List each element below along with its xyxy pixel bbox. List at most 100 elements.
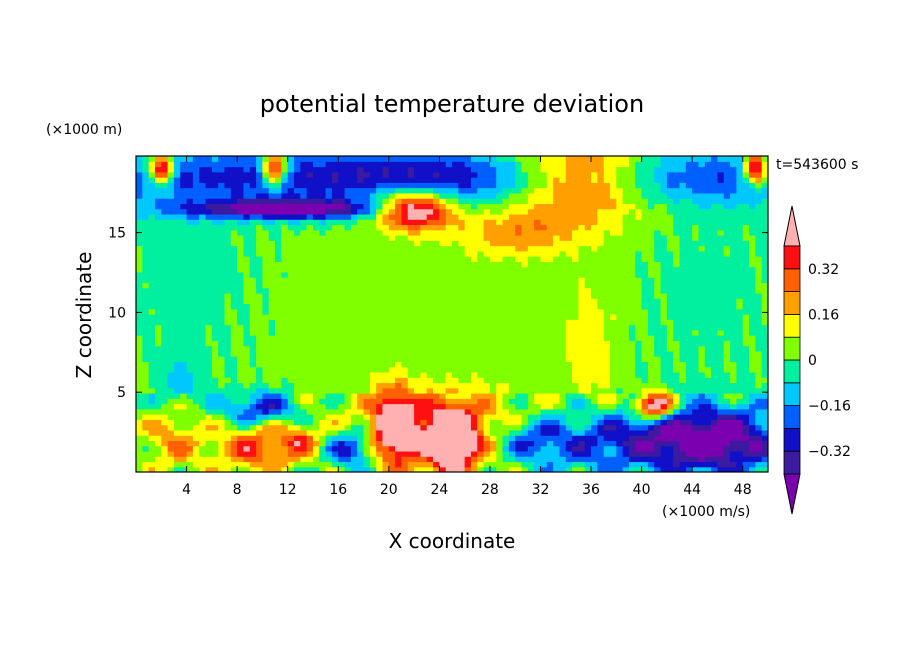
field-cell — [312, 308, 320, 315]
field-cell — [591, 208, 598, 215]
field-cell — [136, 450, 143, 457]
field-cell — [515, 156, 523, 162]
field-cell — [205, 203, 213, 210]
field-cell — [363, 208, 371, 215]
field-cell — [325, 171, 333, 178]
field-cell — [395, 429, 403, 436]
field-cell — [331, 350, 339, 357]
field-cell — [331, 166, 339, 173]
field-cell — [350, 303, 358, 310]
field-cell — [565, 166, 573, 173]
field-cell — [553, 219, 561, 226]
field-cell — [331, 466, 339, 472]
field-cell — [395, 361, 403, 368]
field-cell — [319, 461, 327, 468]
field-cell — [496, 393, 504, 399]
field-cell — [401, 403, 409, 410]
field-cell — [142, 156, 150, 162]
field-cell — [483, 229, 491, 236]
field-cell — [154, 456, 162, 463]
field-cell — [502, 171, 510, 178]
field-cell — [173, 329, 181, 336]
field-cell — [628, 192, 636, 199]
field-cell — [306, 271, 314, 278]
field-cell — [452, 256, 459, 262]
field-cell — [622, 356, 630, 362]
field-cell — [249, 156, 257, 162]
field-cell — [338, 261, 346, 268]
field-cell — [312, 329, 320, 336]
field-cell — [154, 435, 162, 441]
field-cell — [452, 366, 459, 373]
field-cell — [540, 292, 548, 299]
field-cell — [584, 287, 592, 294]
field-cell — [502, 287, 510, 294]
field-cell — [388, 356, 396, 362]
field-cell — [218, 408, 226, 415]
field-cell — [173, 292, 181, 299]
field-cell — [395, 398, 403, 405]
field-cell — [294, 182, 301, 189]
field-cell — [256, 398, 263, 405]
field-cell — [218, 319, 226, 326]
field-cell — [407, 345, 415, 352]
field-cell — [546, 292, 554, 299]
field-cell — [578, 261, 586, 268]
field-cell — [628, 292, 636, 299]
field-cell — [635, 245, 643, 252]
field-cell — [262, 240, 270, 247]
field-cell — [218, 235, 226, 241]
field-cell — [136, 219, 143, 226]
field-cell — [395, 298, 403, 305]
field-cell — [376, 414, 384, 420]
field-cell — [439, 340, 447, 347]
field-cell — [616, 414, 624, 420]
field-cell — [502, 266, 510, 273]
field-cell — [136, 240, 143, 247]
field-cell — [294, 192, 301, 199]
field-cell — [306, 208, 314, 215]
field-cell — [136, 282, 143, 289]
field-cell — [199, 403, 207, 410]
field-cell — [622, 171, 630, 178]
field-cell — [237, 192, 245, 199]
field-cell — [312, 429, 320, 436]
field-cell — [610, 450, 617, 457]
field-cell — [464, 287, 472, 294]
field-cell — [628, 329, 636, 336]
field-cell — [376, 419, 384, 426]
field-cell — [199, 429, 207, 436]
field-cell — [426, 366, 434, 373]
field-cell — [553, 335, 561, 341]
field-cell — [142, 350, 150, 357]
field-cell — [597, 324, 605, 331]
field-cell — [483, 371, 491, 378]
field-cell — [452, 361, 459, 368]
field-cell — [496, 424, 504, 431]
field-cell — [161, 393, 169, 399]
field-cell — [357, 461, 365, 468]
field-cell — [515, 345, 523, 352]
field-cell — [477, 240, 485, 247]
field-cell — [294, 250, 301, 257]
field-cell — [610, 366, 617, 373]
field-cell — [654, 282, 662, 289]
field-cell — [369, 177, 377, 183]
field-cell — [281, 456, 289, 463]
field-cell — [287, 282, 295, 289]
field-cell — [591, 435, 598, 441]
field-cell — [660, 429, 668, 436]
field-cell — [515, 408, 523, 415]
field-cell — [546, 203, 554, 210]
field-cell — [553, 382, 561, 389]
field-cell — [452, 287, 459, 294]
field-cell — [281, 387, 289, 394]
field-cell — [142, 192, 150, 199]
field-cell — [167, 382, 175, 389]
field-cell — [167, 245, 175, 252]
field-cell — [477, 350, 485, 357]
field-cell — [186, 177, 194, 183]
field-cell — [464, 393, 472, 399]
field-cell — [344, 450, 352, 457]
field-cell — [186, 414, 194, 420]
